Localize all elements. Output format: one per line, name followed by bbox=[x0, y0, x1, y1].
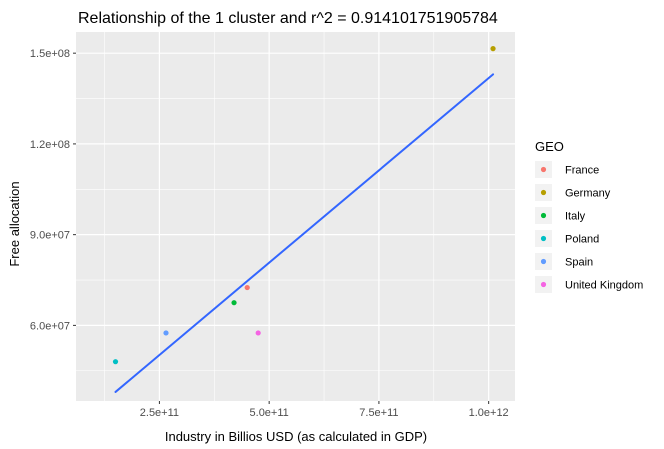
data-point-united-kingdom bbox=[255, 330, 261, 336]
legend-label: France bbox=[565, 165, 599, 177]
legend-key-point bbox=[540, 166, 547, 173]
legend-label: United Kingdom bbox=[565, 280, 643, 292]
legend-label: Poland bbox=[565, 234, 599, 246]
y-axis-label: Free allocation bbox=[7, 181, 22, 266]
x-tick-label: 2.5e+11 bbox=[140, 407, 179, 419]
y-tick-label: 1.5e+08 bbox=[30, 48, 70, 60]
legend-label: Italy bbox=[565, 211, 586, 223]
regression-line bbox=[114, 73, 495, 393]
x-axis-label: Industry in Billios USD (as calculated i… bbox=[165, 429, 427, 444]
data-point-italy bbox=[231, 300, 237, 306]
legend-key-point bbox=[540, 258, 547, 265]
x-tick-label: 1.0e+12 bbox=[469, 407, 509, 419]
legend-items: France Germany Italy Poland Spain United King… bbox=[535, 161, 643, 293]
legend-key-point bbox=[540, 281, 547, 288]
legend-key-point bbox=[540, 235, 547, 242]
fit-line-layer bbox=[114, 73, 495, 393]
y-axis-ticks: 6.0e+07 9.0e+07 1.2e+08 1.5e+08 bbox=[30, 48, 76, 332]
minor-gridlines bbox=[76, 32, 515, 401]
x-tick-label: 5.0e+11 bbox=[250, 407, 289, 419]
data-point-spain bbox=[163, 330, 169, 336]
legend-label: Spain bbox=[565, 257, 593, 269]
y-tick-label: 9.0e+07 bbox=[30, 230, 70, 242]
x-axis-ticks: 2.5e+11 5.0e+11 7.5e+11 1.0e+12 bbox=[140, 401, 509, 419]
y-tick-label: 1.2e+08 bbox=[30, 139, 70, 151]
points-layer bbox=[112, 46, 496, 365]
major-gridlines bbox=[76, 32, 515, 401]
data-point-france bbox=[244, 284, 250, 291]
legend-key-point bbox=[540, 189, 547, 196]
plot-panel bbox=[76, 32, 515, 401]
legend-title: GEO bbox=[535, 139, 564, 154]
legend-label: Germany bbox=[565, 188, 611, 200]
y-tick-label: 6.0e+07 bbox=[30, 320, 70, 332]
chart-title: Relationship of the 1 cluster and r^2 = … bbox=[78, 10, 498, 27]
legend-key-point bbox=[540, 212, 547, 219]
data-point-poland bbox=[112, 359, 119, 365]
x-tick-label: 7.5e+11 bbox=[359, 407, 398, 419]
legend: GEO France Germany Italy Poland Spain United … bbox=[535, 139, 643, 293]
data-point-germany bbox=[490, 46, 496, 52]
